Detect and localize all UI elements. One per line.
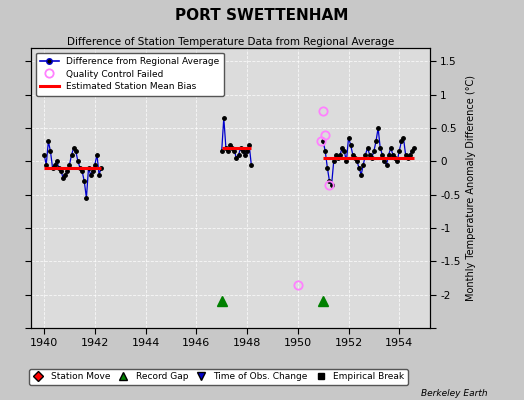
Title: Difference of Station Temperature Data from Regional Average: Difference of Station Temperature Data f… [67, 37, 394, 47]
Text: PORT SWETTENHAM: PORT SWETTENHAM [176, 8, 348, 23]
Y-axis label: Monthly Temperature Anomaly Difference (°C): Monthly Temperature Anomaly Difference (… [466, 75, 476, 301]
Legend: Station Move, Record Gap, Time of Obs. Change, Empirical Break: Station Move, Record Gap, Time of Obs. C… [29, 369, 408, 385]
Text: Berkeley Earth: Berkeley Earth [421, 389, 487, 398]
